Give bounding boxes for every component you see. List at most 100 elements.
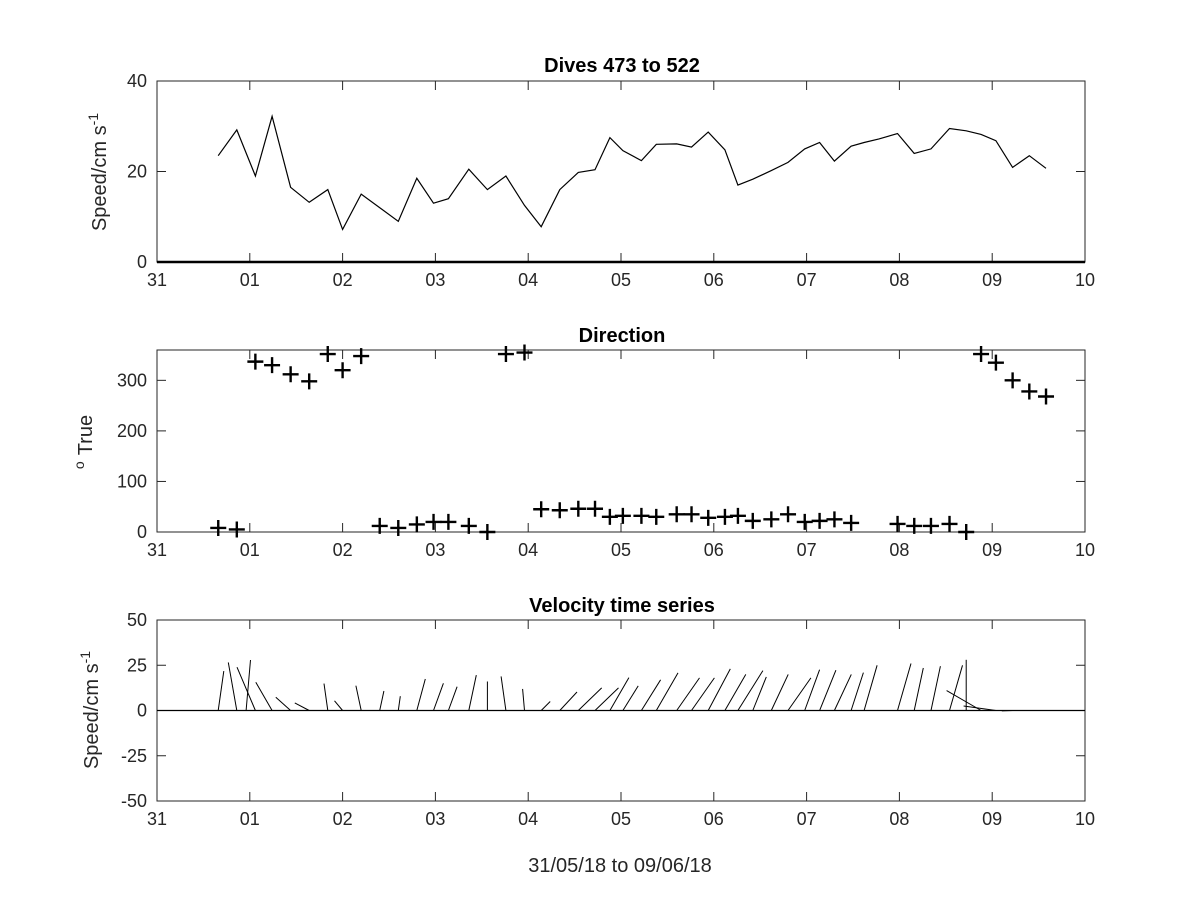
direction-point <box>319 346 336 363</box>
direction-point <box>425 513 442 530</box>
velocity-stick <box>863 665 878 711</box>
velocity-panel-xlabel: 31/05/18 to 09/06/18 <box>528 855 712 877</box>
direction-point <box>648 508 665 525</box>
velocity-stick <box>897 663 912 711</box>
velocity-stick <box>522 688 525 711</box>
direction-panel-ylabel: o True <box>71 415 97 469</box>
direction-point <box>570 500 587 517</box>
direction-point <box>264 357 281 374</box>
direction-xtick-label: 03 <box>425 540 445 560</box>
velocity-xtick-label: 10 <box>1075 809 1095 829</box>
velocity-stick <box>559 691 578 711</box>
direction-point <box>826 511 843 528</box>
velocity-xtick-label: 09 <box>982 809 1002 829</box>
velocity-stick <box>770 674 789 711</box>
direction-point <box>282 366 299 383</box>
direction-point <box>1004 372 1021 389</box>
velocity-stick <box>963 705 996 711</box>
direction-point <box>889 515 906 532</box>
speed-xtick-label: 04 <box>518 270 538 290</box>
direction-point <box>516 344 533 361</box>
velocity-stick <box>752 676 767 711</box>
direction-point <box>633 507 650 524</box>
velocity-stick <box>416 678 426 711</box>
direction-point <box>587 500 604 517</box>
velocity-stick <box>323 683 329 711</box>
velocity-stick <box>245 659 251 711</box>
velocity-stick <box>676 677 700 711</box>
direction-xtick-label: 02 <box>333 540 353 560</box>
direction-xtick-label: 01 <box>240 540 260 560</box>
velocity-stick <box>355 685 362 711</box>
direction-ytick-label: 0 <box>137 522 147 542</box>
velocity-stick <box>691 677 715 711</box>
direction-point <box>941 515 958 532</box>
speed-xtick-label: 01 <box>240 270 260 290</box>
direction-panel-title: Direction <box>579 325 666 347</box>
velocity-stick <box>397 696 401 711</box>
velocity-stick <box>379 690 385 711</box>
direction-point <box>763 511 780 528</box>
velocity-stick <box>217 671 225 711</box>
direction-xtick-label: 31 <box>147 540 167 560</box>
direction-point <box>780 506 797 523</box>
direction-point <box>228 521 245 538</box>
speed-series-line <box>217 113 1047 231</box>
velocity-stick <box>294 702 310 711</box>
velocity-ytick-label: -25 <box>121 746 147 766</box>
direction-point <box>334 362 351 379</box>
speed-xtick-label: 02 <box>333 270 353 290</box>
speed-xtick-label: 09 <box>982 270 1002 290</box>
velocity-stick <box>594 687 619 711</box>
velocity-stick <box>500 676 507 711</box>
speed-xtick-label: 07 <box>797 270 817 290</box>
velocity-ytick-label: 25 <box>127 655 147 675</box>
velocity-xtick-label: 02 <box>333 809 353 829</box>
direction-point <box>973 346 990 363</box>
direction-panel-ylabel-degree: o <box>71 461 87 469</box>
direction-point <box>479 524 496 540</box>
velocity-xtick-label: 08 <box>889 809 909 829</box>
direction-xtick-label: 04 <box>518 540 538 560</box>
direction-point <box>744 512 761 529</box>
velocity-xtick-label: 31 <box>147 809 167 829</box>
velocity-stick <box>819 670 837 711</box>
speed-panel: Dives 473 to 522 Speed/cm s-1 31 01 02 03 04… <box>85 55 1095 290</box>
speed-xtick-label: 31 <box>147 270 167 290</box>
direction-xtick-label: 10 <box>1075 540 1095 560</box>
speed-panel-ylabel-text: Speed/cm s <box>89 125 111 231</box>
speed-xtick-label: 05 <box>611 270 631 290</box>
velocity-stick <box>804 669 821 711</box>
velocity-stick <box>275 696 291 711</box>
direction-ytick-label: 300 <box>117 370 147 390</box>
velocity-xtick-label: 05 <box>611 809 631 829</box>
velocity-stick <box>236 667 256 711</box>
direction-xtick-label: 07 <box>797 540 817 560</box>
velocity-panel-ylabel: Speed/cm s-1 <box>77 651 103 769</box>
direction-point <box>371 517 388 534</box>
velocity-stick <box>609 677 630 711</box>
speed-ytick-label: 40 <box>127 71 147 91</box>
speed-xtick-label: 03 <box>425 270 445 290</box>
velocity-stick <box>737 670 764 711</box>
direction-point <box>683 506 700 523</box>
direction-point <box>533 501 550 518</box>
velocity-xtick-label: 03 <box>425 809 445 829</box>
speed-panel-ylabel-exponent: -1 <box>85 113 101 126</box>
direction-point <box>247 353 264 370</box>
velocity-panel-title: Velocity time series <box>529 595 715 617</box>
velocity-stick <box>447 686 458 711</box>
direction-ytick-label: 200 <box>117 421 147 441</box>
direction-point <box>551 502 568 519</box>
speed-ytick-label: 20 <box>127 162 147 182</box>
velocity-ytick-label: 50 <box>127 610 147 630</box>
velocity-panel-ylabel-text: Speed/cm s <box>81 663 103 769</box>
velocity-stick <box>850 672 864 711</box>
velocity-ytick-label: 0 <box>137 701 147 721</box>
direction-point <box>440 513 457 530</box>
velocity-stick <box>833 674 852 711</box>
velocity-stick <box>930 666 941 711</box>
direction-xtick-label: 06 <box>704 540 724 560</box>
velocity-xtick-label: 07 <box>797 809 817 829</box>
direction-point <box>906 517 923 534</box>
